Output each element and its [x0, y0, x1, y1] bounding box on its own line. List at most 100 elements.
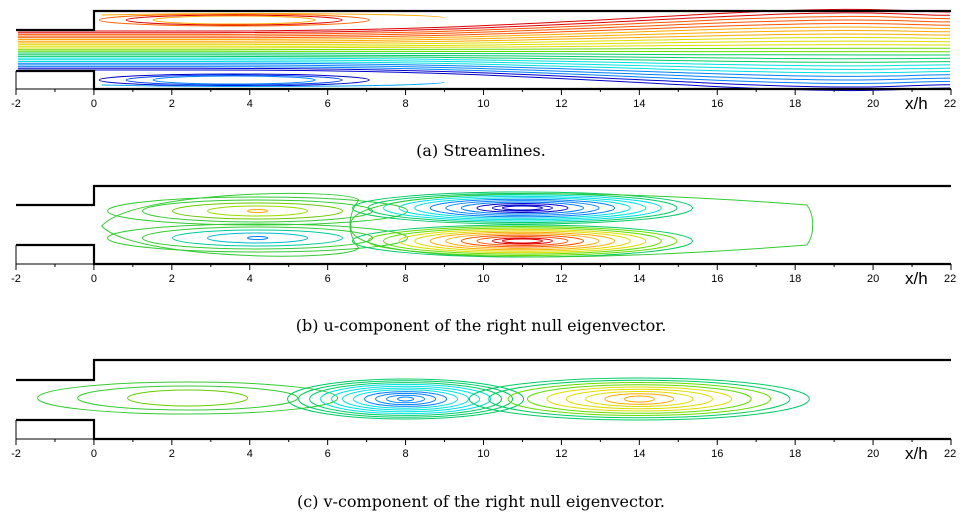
- recirculation-contour-top: [152, 15, 316, 25]
- u-cell-contour: [398, 195, 647, 221]
- x-axis-title: x/h: [905, 94, 928, 113]
- v-cell-contour: [353, 389, 459, 409]
- streamline: [18, 67, 951, 88]
- streamline: [18, 44, 951, 49]
- u-cell-contour: [429, 198, 616, 218]
- v-cell-contour: [507, 382, 772, 416]
- u-cell-contour: [101, 192, 360, 257]
- u-cell-contour: [207, 205, 309, 217]
- streamline: [18, 64, 951, 81]
- recirculation-contour-bottom: [101, 81, 446, 87]
- v-cell-contour: [287, 378, 525, 420]
- x-tick-label: 16: [711, 448, 723, 460]
- x-tick-label: 2: [169, 98, 175, 110]
- recirculation-contour-top: [101, 13, 446, 19]
- u-cell-contour: [350, 193, 814, 258]
- x-tick-label: 18: [789, 273, 801, 285]
- x-tick-label: 2: [169, 448, 175, 460]
- x-tick-label: 20: [867, 448, 879, 460]
- u-cell-contour: [476, 236, 569, 246]
- streamline: [18, 47, 951, 51]
- v-cell-contour: [298, 380, 514, 418]
- u-cell-contour: [383, 227, 662, 255]
- v-cell-contour: [77, 385, 299, 411]
- v-cell-contour: [526, 384, 752, 414]
- channel-wall-top: [16, 9, 951, 32]
- x-tick-label: 14: [633, 98, 645, 110]
- recirculation-contour-bottom: [125, 74, 343, 86]
- v-cell-contour: [37, 381, 339, 415]
- channel-wall-top: [16, 358, 951, 382]
- v-cell-contour: [468, 377, 810, 421]
- v-cell-contour: [309, 382, 503, 416]
- x-tick-label: 12: [555, 98, 567, 110]
- streamline: [18, 52, 951, 56]
- u-cell-contour: [460, 234, 585, 248]
- caption-a: (a) Streamlines.: [416, 141, 546, 160]
- x-tick-label: -2: [11, 448, 21, 460]
- x-tick-label: 14: [633, 273, 645, 285]
- x-axis: -2 0 2 4 6 8 10 12 14 16 18 20 22 x/h: [11, 438, 956, 463]
- u-cell-contour: [142, 199, 374, 223]
- x-tick-label: 8: [403, 448, 409, 460]
- u-cell-contour: [429, 231, 616, 251]
- x-tick-label: 12: [555, 448, 567, 460]
- streamline: [18, 26, 951, 40]
- x-tick-label: 8: [403, 98, 409, 110]
- streamline: [18, 37, 951, 46]
- u-cell-contour: [107, 196, 409, 226]
- x-tick-label: 6: [325, 273, 331, 285]
- streamline: [18, 57, 951, 67]
- channel-wall-top: [16, 184, 951, 207]
- streamline: [18, 55, 951, 63]
- x-tick-label: 22: [944, 273, 956, 285]
- streamline: [18, 62, 951, 77]
- recirculation-contour-top: [125, 14, 343, 26]
- x-axis: -2 0 2 4 6 8 10 12 14 16 18 20 22 x/h: [11, 88, 956, 113]
- u-cell-contour: [142, 226, 374, 250]
- x-tick-label: 20: [867, 98, 879, 110]
- v-cell-contour: [127, 389, 249, 407]
- x-tick-label: 18: [789, 98, 801, 110]
- x-tick-label: 0: [91, 448, 97, 460]
- x-tick-label: 12: [555, 273, 567, 285]
- x-tick-label: 22: [944, 448, 956, 460]
- u-cell-contour: [383, 194, 662, 222]
- x-tick-label: 2: [169, 273, 175, 285]
- v-cell-contour: [386, 394, 426, 404]
- x-tick-label: -2: [11, 273, 21, 285]
- streamline: [18, 61, 951, 74]
- v-cell-contour: [320, 383, 492, 415]
- x-tick-label: 6: [325, 98, 331, 110]
- streamline: [18, 19, 951, 37]
- v-cell-contour: [604, 393, 675, 405]
- u-cell-contour: [207, 232, 309, 244]
- u-cell-contour: [491, 237, 553, 245]
- u-cell-contour: [501, 205, 543, 211]
- u-cell-contour: [398, 228, 647, 254]
- u-cell-contour: [351, 191, 693, 225]
- streamline: [18, 29, 951, 42]
- u-cell-contour: [247, 209, 269, 213]
- u-cell-contour: [445, 200, 600, 216]
- x-tick-label: 6: [325, 448, 331, 460]
- streamline: [18, 12, 951, 34]
- x-tick-label: -2: [11, 98, 21, 110]
- v-cell-contour: [375, 392, 437, 406]
- streamline-contours: [18, 8, 951, 92]
- u-component-contours: [101, 191, 814, 258]
- x-tick-label: 4: [247, 448, 253, 460]
- x-tick-label: 8: [403, 273, 409, 285]
- v-cell-contour: [488, 379, 791, 419]
- u-cell-contour: [247, 236, 269, 240]
- u-cell-contour: [414, 230, 631, 252]
- x-tick-label: 4: [247, 98, 253, 110]
- v-component-contours: [37, 377, 810, 421]
- x-tick-label: 10: [477, 98, 489, 110]
- x-tick-label: 0: [91, 98, 97, 110]
- x-tick-label: 16: [711, 273, 723, 285]
- x-tick-label: 0: [91, 273, 97, 285]
- streamline: [18, 23, 951, 39]
- u-cell-contour: [367, 225, 678, 257]
